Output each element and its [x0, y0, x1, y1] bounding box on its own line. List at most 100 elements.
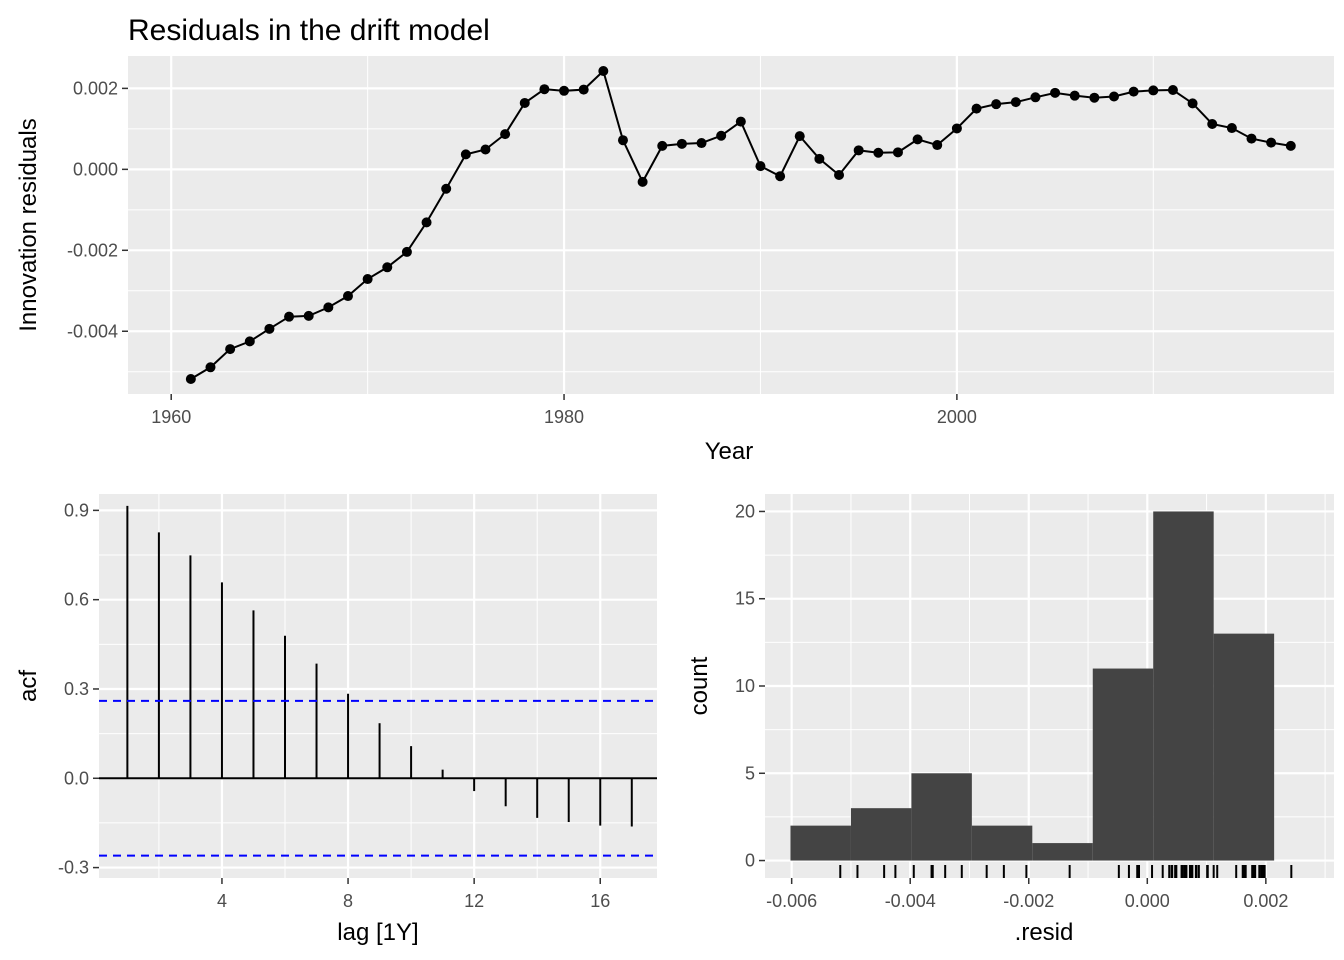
acf-y-tick-label: 0.0 — [64, 768, 89, 788]
top-grid — [128, 56, 1334, 394]
acf-y-axis: -0.3 0.0 0.3 0.6 0.9 — [58, 500, 99, 878]
residual-point — [814, 153, 825, 164]
residual-point — [1266, 137, 1277, 148]
histogram-bar-1 — [790, 825, 851, 861]
residual-point — [794, 131, 805, 142]
top-x-tick-label: 1980 — [544, 407, 584, 427]
residual-point — [1069, 90, 1080, 101]
residual-point — [637, 176, 648, 187]
histogram-y-axis-title: count — [686, 656, 713, 715]
acf-y-tick-label: 0.3 — [64, 679, 89, 699]
residual-point — [421, 217, 432, 228]
acf-x-tick-label: 8 — [343, 891, 353, 911]
top-y-axis: -0.004 -0.002 0.000 0.002 — [67, 78, 128, 341]
residual-point — [892, 147, 903, 158]
residual-point — [1010, 97, 1021, 108]
top-y-tick-label: -0.004 — [67, 321, 118, 341]
top-panel-background — [128, 56, 1334, 394]
residual-point — [303, 310, 314, 321]
residual-point — [912, 134, 923, 145]
histogram-bar-6 — [1092, 668, 1154, 861]
residual-point — [1246, 133, 1257, 144]
top-panel: -0.004 -0.002 0.000 0.002 1960 1980 2000 Year… — [15, 56, 1334, 465]
hist-y-tick-label: 15 — [735, 589, 755, 609]
residual-point — [539, 84, 550, 95]
residual-point — [519, 97, 530, 108]
residual-point — [755, 161, 766, 172]
acf-y-tick-label: -0.3 — [58, 858, 89, 878]
residual-point — [1128, 86, 1139, 97]
residual-point — [1226, 123, 1237, 134]
residual-point — [696, 138, 707, 149]
residual-point — [342, 291, 353, 302]
residual-point — [264, 323, 275, 334]
histogram-x-axis: -0.006 -0.004 -0.002 0.000 0.002 — [766, 878, 1288, 911]
acf-panel-background — [99, 494, 657, 878]
hist-y-tick-label: 5 — [745, 763, 755, 783]
top-y-tick-label: 0.002 — [73, 78, 118, 98]
residual-point — [676, 138, 687, 149]
hist-x-tick-label: -0.006 — [766, 891, 817, 911]
hist-y-tick-label: 10 — [735, 676, 755, 696]
residual-point — [932, 140, 943, 151]
residual-point — [617, 135, 628, 146]
residual-point — [225, 344, 236, 355]
top-x-tick-label: 2000 — [937, 407, 977, 427]
acf-x-tick-label: 4 — [217, 891, 227, 911]
hist-x-tick-label: -0.002 — [1003, 891, 1054, 911]
top-series — [185, 65, 1296, 385]
residual-point — [1167, 85, 1178, 96]
residual-point — [441, 183, 452, 194]
histogram-bar-3 — [911, 773, 972, 861]
acf-panel: -0.3 0.0 0.3 0.6 0.9 4 8 12 16 lag [1Y] acf — [15, 494, 657, 946]
histogram-bar-7 — [1153, 511, 1214, 861]
residual-point — [205, 362, 216, 373]
residual-point — [1148, 85, 1159, 96]
hist-y-tick-label: 20 — [735, 501, 755, 521]
hist-x-tick-label: 0.000 — [1125, 891, 1170, 911]
residual-point — [873, 147, 884, 158]
top-x-tick-label: 1960 — [151, 407, 191, 427]
acf-x-tick-label: 12 — [464, 891, 484, 911]
residual-point — [460, 149, 471, 160]
residual-point — [971, 103, 982, 114]
histogram-y-axis: 0 5 10 15 20 — [735, 501, 765, 871]
histogram-bar-5 — [1032, 843, 1093, 861]
top-y-tick-label: 0.000 — [73, 159, 118, 179]
acf-y-axis-title: acf — [15, 670, 42, 702]
residual-point — [951, 123, 962, 134]
residual-point — [578, 84, 589, 95]
residual-point — [853, 145, 864, 156]
histogram-bar-2 — [850, 808, 912, 861]
residual-point — [657, 140, 668, 151]
histogram-x-axis-title: .resid — [1015, 919, 1074, 946]
residual-point — [362, 274, 373, 285]
top-x-axis-title: Year — [705, 438, 754, 465]
residual-point — [284, 311, 295, 322]
hist-x-tick-label: -0.004 — [885, 891, 936, 911]
residual-point — [559, 85, 570, 96]
residual-point — [244, 336, 255, 347]
top-y-tick-label: -0.002 — [67, 240, 118, 260]
residual-point — [1050, 87, 1061, 98]
chart-title: Residuals in the drift model — [128, 14, 490, 47]
histogram-bar-8 — [1213, 633, 1275, 861]
top-x-axis: 1960 1980 2000 — [151, 394, 977, 427]
top-y-axis-title: Innovation residuals — [15, 118, 42, 331]
residual-point — [991, 99, 1002, 110]
acf-y-tick-label: 0.9 — [64, 500, 89, 520]
acf-series — [99, 505, 657, 857]
residual-point — [382, 262, 393, 273]
residual-point — [735, 116, 746, 127]
acf-x-axis-title: lag [1Y] — [337, 919, 418, 946]
histogram-series — [790, 511, 1293, 878]
histogram-panel: 0 5 10 15 20 -0.006 -0.004 -0.002 0.000 0.002 .r… — [686, 494, 1334, 946]
acf-x-axis: 4 8 12 16 — [217, 878, 610, 911]
residual-point — [1285, 140, 1296, 151]
residual-point — [1109, 91, 1120, 102]
residual-point — [185, 374, 196, 385]
residual-point — [834, 170, 845, 181]
hist-y-tick-label: 0 — [745, 851, 755, 871]
residual-point — [1089, 92, 1100, 103]
